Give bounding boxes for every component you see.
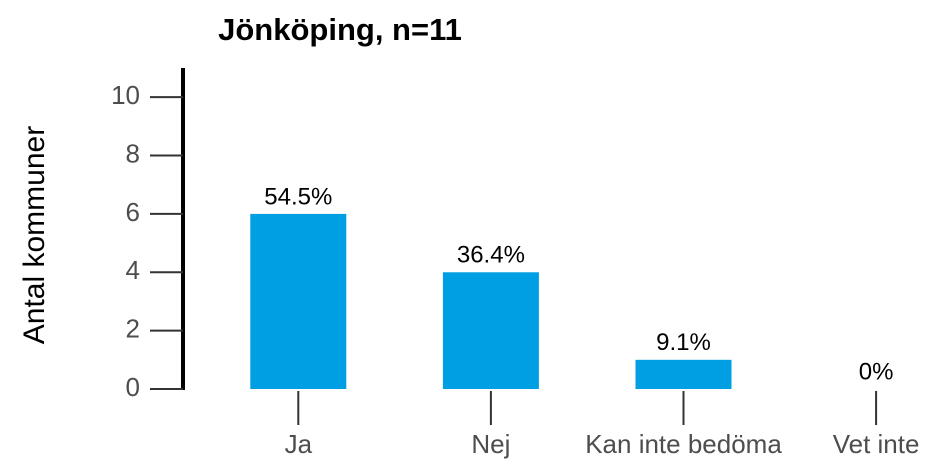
y-tick-label: 4 bbox=[126, 255, 140, 285]
value-label: 0% bbox=[859, 358, 894, 385]
y-tick-label: 6 bbox=[126, 197, 140, 227]
y-tick-label: 0 bbox=[126, 372, 140, 402]
y-tick-label: 8 bbox=[126, 138, 140, 168]
x-tick-label: Ja bbox=[285, 429, 313, 459]
chart-title: Jönköping, n=11 bbox=[218, 12, 462, 47]
bar bbox=[635, 359, 732, 389]
y-tick-label: 2 bbox=[126, 314, 140, 344]
x-tick-label: Vet inte bbox=[833, 429, 920, 459]
x-tick-label: Kan inte bedöma bbox=[585, 429, 782, 459]
y-tick-label: 10 bbox=[111, 80, 140, 110]
y-axis-label: Antal kommuner bbox=[18, 126, 51, 344]
bar bbox=[250, 213, 347, 389]
x-tick-label: Nej bbox=[471, 429, 510, 459]
value-label: 36.4% bbox=[457, 242, 525, 269]
value-label: 9.1% bbox=[656, 329, 711, 356]
bar bbox=[442, 272, 539, 389]
value-label: 54.5% bbox=[264, 183, 332, 210]
